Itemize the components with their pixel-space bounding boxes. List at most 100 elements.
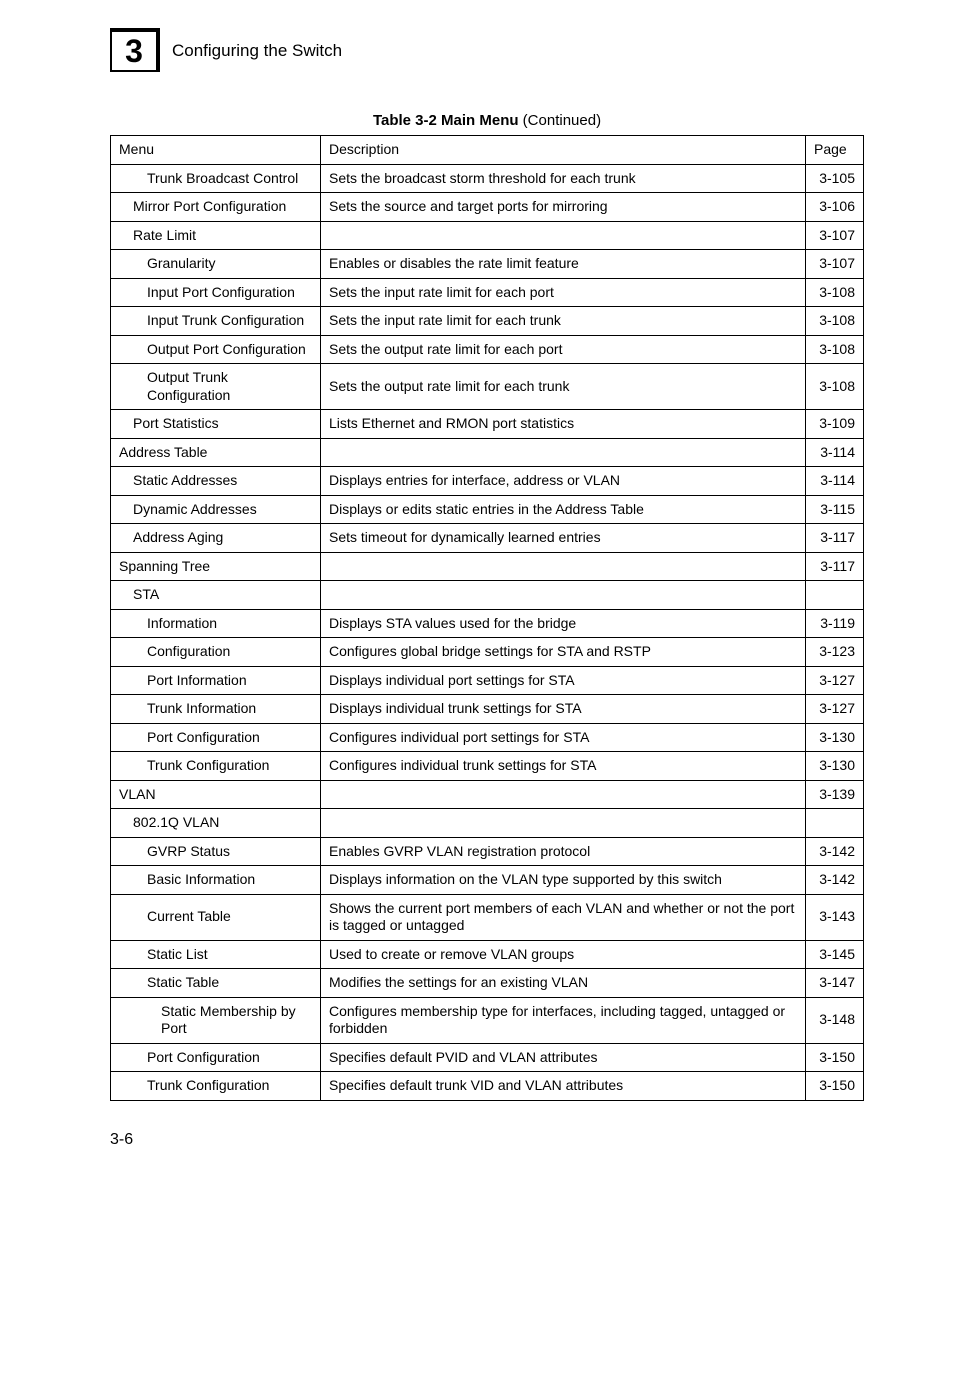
table-row: Address AgingSets timeout for dynamicall… [111, 524, 864, 553]
table-row: Port ConfigurationSpecifies default PVID… [111, 1043, 864, 1072]
page-cell: 3-142 [806, 837, 864, 866]
description-cell: Sets the output rate limit for each port [321, 335, 806, 364]
description-cell: Configures membership type for interface… [321, 997, 806, 1043]
table-row: Rate Limit 3-107 [111, 221, 864, 250]
menu-cell: Port Statistics [111, 410, 321, 439]
page-cell: 3-147 [806, 969, 864, 998]
main-menu-table: Menu Description Page Trunk Broadcast Co… [110, 135, 864, 1101]
menu-cell: Static Addresses [111, 467, 321, 496]
menu-cell: Static Table [111, 969, 321, 998]
menu-cell: Output Trunk Configuration [111, 364, 321, 410]
table-row: Spanning Tree3-117 [111, 552, 864, 581]
table-row: ConfigurationConfigures global bridge se… [111, 638, 864, 667]
header-title: Configuring the Switch [172, 41, 342, 61]
description-cell [321, 581, 806, 610]
menu-cell: Granularity [111, 250, 321, 279]
menu-cell: Information [111, 609, 321, 638]
description-cell: Modifies the settings for an existing VL… [321, 969, 806, 998]
menu-cell: Address Table [111, 438, 321, 467]
description-cell: Shows the current port members of each V… [321, 894, 806, 940]
description-cell: Enables GVRP VLAN registration protocol [321, 837, 806, 866]
description-cell: Sets the input rate limit for each port [321, 278, 806, 307]
menu-cell: Configuration [111, 638, 321, 667]
table-row: Output Port ConfigurationSets the output… [111, 335, 864, 364]
menu-cell: GVRP Status [111, 837, 321, 866]
table-row: Static TableModifies the settings for an… [111, 969, 864, 998]
col-header-page: Page [806, 136, 864, 165]
page-cell: 3-123 [806, 638, 864, 667]
page-cell: 3-109 [806, 410, 864, 439]
menu-cell: Mirror Port Configuration [111, 193, 321, 222]
description-cell: Specifies default PVID and VLAN attribut… [321, 1043, 806, 1072]
caption-suffix: (Continued) [519, 112, 602, 129]
menu-cell: Static Membership by Port [111, 997, 321, 1043]
table-row: GranularityEnables or disables the rate … [111, 250, 864, 279]
page-cell: 3-139 [806, 780, 864, 809]
page-cell: 3-114 [806, 438, 864, 467]
description-cell: Sets the input rate limit for each trunk [321, 307, 806, 336]
menu-cell: Port Information [111, 666, 321, 695]
page-cell: 3-148 [806, 997, 864, 1043]
table-row: Trunk Broadcast ControlSets the broadcas… [111, 164, 864, 193]
description-cell: Displays entries for interface, address … [321, 467, 806, 496]
description-cell: Displays individual port settings for ST… [321, 666, 806, 695]
page-container: 3 Configuring the Switch Table 3-2 Main … [0, 0, 954, 1199]
table-row: Mirror Port ConfigurationSets the source… [111, 193, 864, 222]
menu-cell: Rate Limit [111, 221, 321, 250]
menu-cell: Trunk Information [111, 695, 321, 724]
table-row: Input Trunk ConfigurationSets the input … [111, 307, 864, 336]
page-cell: 3-108 [806, 364, 864, 410]
table-row: Static ListUsed to create or remove VLAN… [111, 940, 864, 969]
table-row: Static AddressesDisplays entries for int… [111, 467, 864, 496]
table-row: 802.1Q VLAN [111, 809, 864, 838]
table-body: Trunk Broadcast ControlSets the broadcas… [111, 164, 864, 1100]
page-cell: 3-105 [806, 164, 864, 193]
table-header-row: Menu Description Page [111, 136, 864, 165]
page-number-footer: 3-6 [110, 1131, 864, 1149]
table-row: InformationDisplays STA values used for … [111, 609, 864, 638]
table-row: Dynamic AddressesDisplays or edits stati… [111, 495, 864, 524]
page-cell: 3-108 [806, 335, 864, 364]
menu-cell: Port Configuration [111, 1043, 321, 1072]
menu-cell: Address Aging [111, 524, 321, 553]
description-cell: Displays STA values used for the bridge [321, 609, 806, 638]
description-cell: Sets the output rate limit for each trun… [321, 364, 806, 410]
description-cell: Displays individual trunk settings for S… [321, 695, 806, 724]
menu-cell: Trunk Configuration [111, 752, 321, 781]
description-cell: Used to create or remove VLAN groups [321, 940, 806, 969]
table-row: Input Port ConfigurationSets the input r… [111, 278, 864, 307]
page-cell [806, 581, 864, 610]
page-cell: 3-130 [806, 723, 864, 752]
menu-cell: Input Trunk Configuration [111, 307, 321, 336]
table-row: Port ConfigurationConfigures individual … [111, 723, 864, 752]
table-row: STA [111, 581, 864, 610]
menu-cell: 802.1Q VLAN [111, 809, 321, 838]
menu-cell: Trunk Configuration [111, 1072, 321, 1101]
description-cell [321, 552, 806, 581]
description-cell [321, 221, 806, 250]
page-cell: 3-127 [806, 666, 864, 695]
page-cell [806, 809, 864, 838]
table-row: Trunk InformationDisplays individual tru… [111, 695, 864, 724]
page-cell: 3-115 [806, 495, 864, 524]
table-row: Address Table 3-114 [111, 438, 864, 467]
description-cell: Sets the source and target ports for mir… [321, 193, 806, 222]
menu-cell: Current Table [111, 894, 321, 940]
table-row: Basic InformationDisplays information on… [111, 866, 864, 895]
caption-prefix: Table 3-2 Main Menu [373, 112, 519, 129]
chapter-number-badge: 3 [110, 30, 158, 72]
table-row: Output Trunk ConfigurationSets the outpu… [111, 364, 864, 410]
table-row: Trunk ConfigurationConfigures individual… [111, 752, 864, 781]
page-cell: 3-143 [806, 894, 864, 940]
menu-cell: Output Port Configuration [111, 335, 321, 364]
description-cell: Configures global bridge settings for ST… [321, 638, 806, 667]
menu-cell: Trunk Broadcast Control [111, 164, 321, 193]
description-cell: Lists Ethernet and RMON port statistics [321, 410, 806, 439]
page-cell: 3-107 [806, 221, 864, 250]
description-cell [321, 438, 806, 467]
description-cell: Specifies default trunk VID and VLAN att… [321, 1072, 806, 1101]
description-cell [321, 809, 806, 838]
menu-cell: Port Configuration [111, 723, 321, 752]
col-header-description: Description [321, 136, 806, 165]
description-cell: Enables or disables the rate limit featu… [321, 250, 806, 279]
